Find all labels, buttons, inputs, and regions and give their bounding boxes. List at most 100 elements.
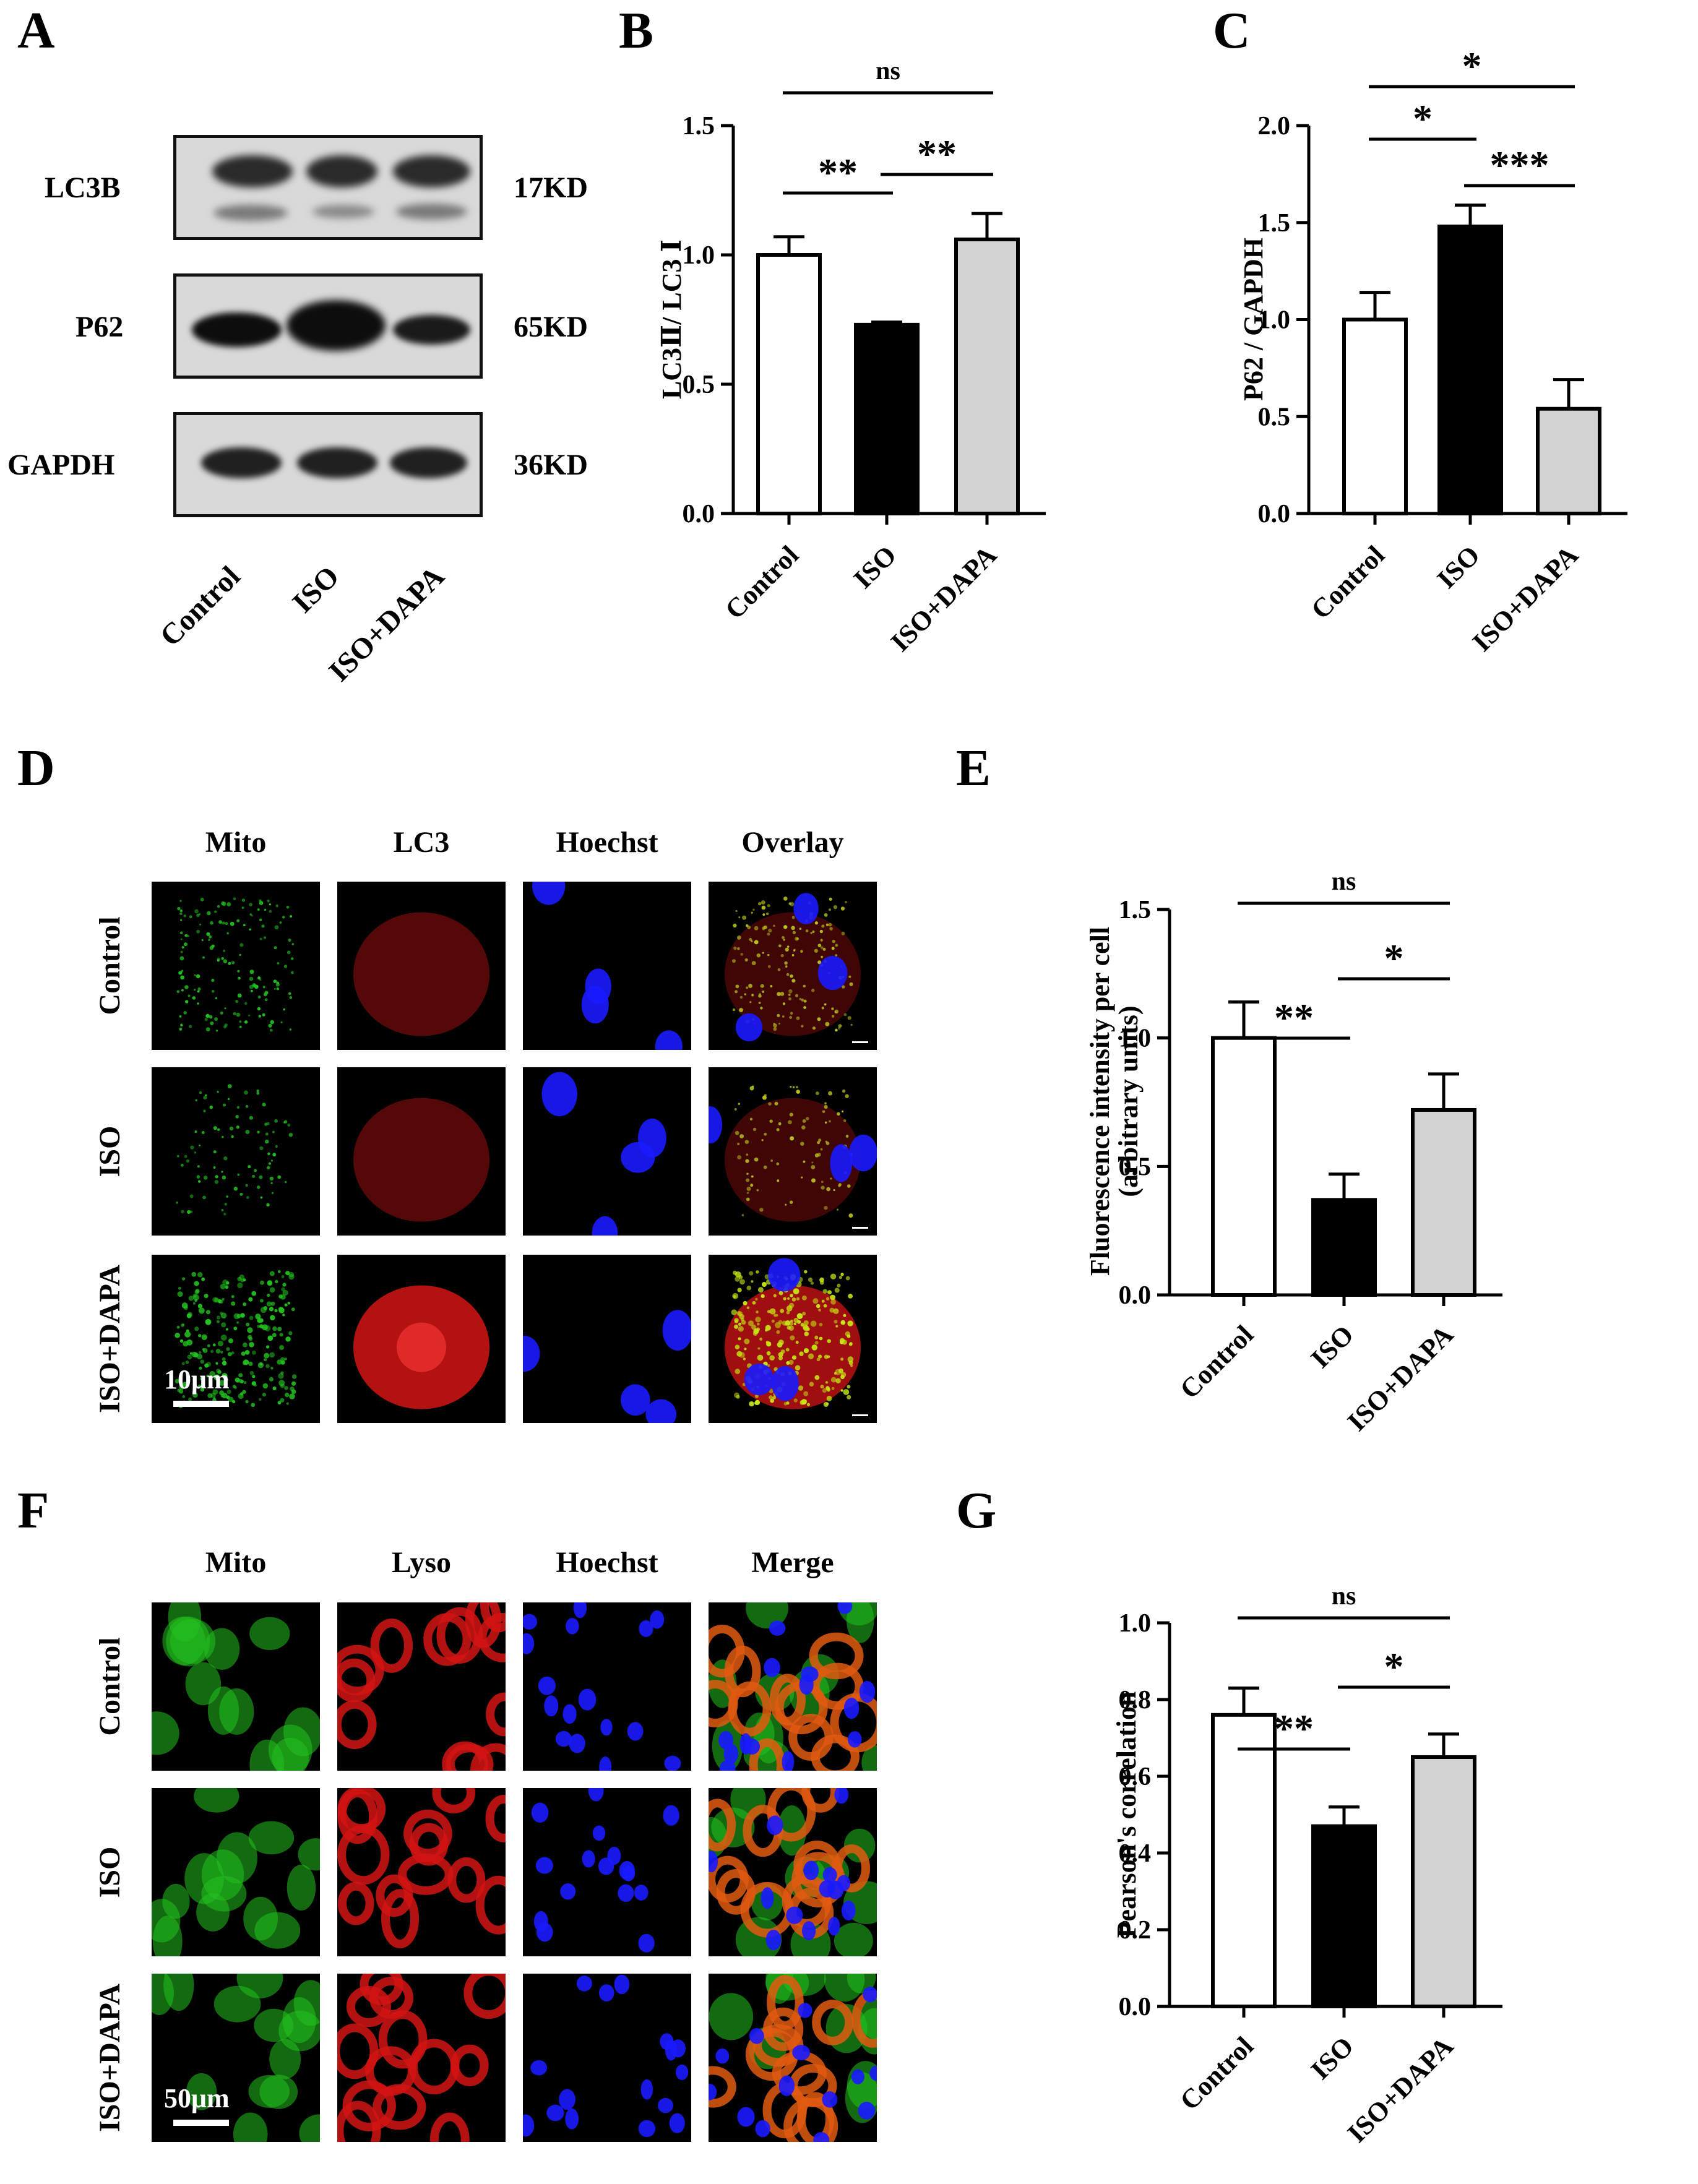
mito-puncta bbox=[197, 1384, 202, 1388]
mito-puncta bbox=[825, 1140, 827, 1143]
mito-puncta bbox=[746, 1153, 749, 1156]
mito-puncta bbox=[847, 1016, 851, 1020]
nucleus bbox=[621, 1384, 650, 1416]
mito-puncta bbox=[801, 999, 804, 1002]
nucleus bbox=[523, 1633, 535, 1654]
mito-puncta bbox=[199, 1376, 205, 1381]
nucleus bbox=[531, 1802, 549, 1823]
mito-puncta bbox=[218, 920, 223, 924]
mito-puncta bbox=[761, 900, 765, 905]
blot-protein-label-gapdh: GAPDH bbox=[7, 449, 115, 481]
mito-puncta bbox=[240, 1279, 244, 1283]
bar bbox=[1342, 317, 1408, 515]
mito-puncta bbox=[188, 1025, 192, 1028]
significance-label: * bbox=[1462, 44, 1482, 88]
mito-puncta bbox=[221, 957, 225, 960]
mito-puncta bbox=[746, 1187, 751, 1191]
micrograph-image bbox=[176, 1084, 293, 1216]
cell-signal bbox=[207, 1686, 239, 1735]
micrograph bbox=[709, 1067, 877, 1236]
mito-puncta bbox=[179, 1023, 183, 1027]
mito-puncta bbox=[767, 965, 771, 968]
mito-puncta bbox=[831, 1386, 835, 1390]
mito-puncta bbox=[226, 1390, 231, 1395]
mito-puncta bbox=[834, 1320, 838, 1324]
mito-puncta bbox=[225, 1378, 228, 1382]
mito-puncta bbox=[749, 1401, 754, 1407]
cell-signal bbox=[486, 1692, 506, 1737]
mito-puncta bbox=[830, 1299, 836, 1305]
micrograph-image bbox=[531, 1788, 679, 1953]
nucleus bbox=[598, 1984, 614, 2002]
mito-puncta bbox=[825, 923, 829, 926]
cell-signal bbox=[403, 1809, 452, 1858]
mito-puncta bbox=[211, 944, 215, 948]
mito-puncta bbox=[801, 1176, 803, 1179]
mito-puncta bbox=[197, 1002, 199, 1005]
cell-signal bbox=[168, 1602, 202, 1642]
x-tick-label: Control bbox=[719, 540, 804, 625]
mito-puncta bbox=[791, 1355, 797, 1360]
mito-puncta bbox=[280, 1021, 283, 1024]
micrograph bbox=[152, 1602, 320, 1771]
cell-signal bbox=[353, 1098, 489, 1222]
mito-puncta bbox=[209, 935, 212, 939]
nucleus bbox=[735, 1013, 763, 1042]
mito-puncta bbox=[802, 1312, 806, 1316]
mito-puncta bbox=[195, 1099, 197, 1102]
y-tick-label: 1.0 bbox=[1119, 1025, 1152, 1053]
mito-puncta bbox=[267, 1152, 270, 1155]
mito-puncta bbox=[788, 989, 793, 994]
mito-puncta bbox=[799, 997, 802, 1000]
mito-puncta bbox=[220, 1334, 227, 1341]
mito-puncta bbox=[801, 1295, 807, 1301]
mito-puncta bbox=[284, 1385, 288, 1390]
mito-puncta bbox=[799, 1351, 804, 1356]
mito-puncta bbox=[834, 1011, 837, 1013]
mito-puncta bbox=[798, 1320, 801, 1324]
mito-puncta bbox=[194, 1290, 199, 1295]
mito-puncta bbox=[829, 897, 832, 901]
cell-signal bbox=[204, 1628, 240, 1670]
mito-puncta bbox=[777, 1013, 780, 1017]
mito-puncta bbox=[249, 1370, 254, 1375]
cell-signal bbox=[337, 2023, 379, 2079]
mito-puncta bbox=[787, 1297, 790, 1300]
mito-puncta bbox=[269, 1287, 275, 1293]
mito-puncta bbox=[269, 1271, 275, 1276]
mito-puncta bbox=[801, 1125, 806, 1130]
nucleus bbox=[822, 2091, 838, 2108]
mito-puncta bbox=[196, 929, 200, 934]
nucleus bbox=[576, 1975, 592, 1992]
y-tick-label: 1.0 bbox=[1258, 306, 1291, 335]
cell-signal bbox=[381, 1889, 420, 1949]
mito-puncta bbox=[215, 1175, 218, 1179]
mito-puncta bbox=[280, 1294, 286, 1300]
nucleus bbox=[755, 2120, 770, 2138]
nucleus bbox=[849, 1134, 877, 1172]
mito-puncta bbox=[775, 1322, 781, 1328]
mito-puncta bbox=[197, 1272, 203, 1278]
mito-puncta bbox=[209, 1371, 215, 1377]
nucleus bbox=[749, 2028, 764, 2044]
nucleus bbox=[599, 1756, 612, 1771]
mito-puncta bbox=[189, 1352, 193, 1355]
mito-puncta bbox=[175, 1378, 179, 1384]
mito-puncta bbox=[249, 969, 254, 974]
y-axis-label: P62 / GAPDH bbox=[1238, 238, 1269, 401]
scale-bar bbox=[173, 1401, 229, 1407]
mito-puncta bbox=[840, 1357, 844, 1361]
mito-puncta bbox=[226, 902, 231, 906]
mito-puncta bbox=[248, 1297, 253, 1302]
mito-puncta bbox=[764, 1132, 767, 1136]
mito-puncta bbox=[841, 931, 845, 935]
nucleus bbox=[869, 2065, 877, 2081]
mito-puncta bbox=[259, 901, 264, 905]
mito-puncta bbox=[257, 976, 261, 980]
mito-puncta bbox=[231, 1301, 236, 1306]
micrograph-image bbox=[523, 1310, 691, 1423]
mito-puncta bbox=[812, 1026, 816, 1030]
mito-puncta bbox=[236, 1125, 239, 1129]
blot-band bbox=[212, 155, 293, 187]
